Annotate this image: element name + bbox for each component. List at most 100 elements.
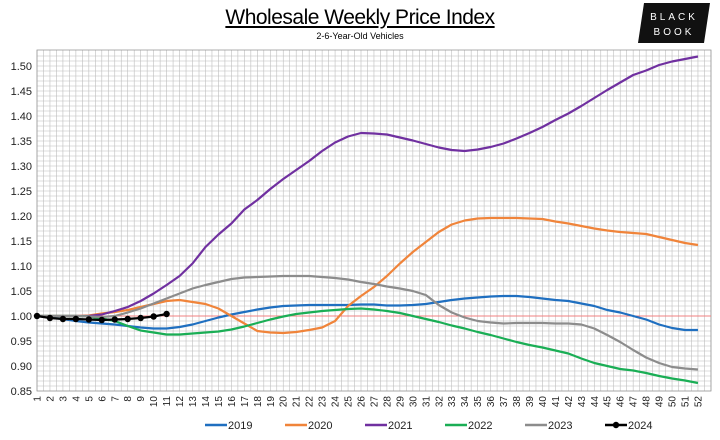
x-tick-label: 31: [421, 396, 432, 408]
x-tick-label: 35: [473, 396, 484, 408]
x-tick-label: 23: [318, 396, 329, 408]
x-tick-label: 8: [123, 396, 134, 402]
x-tick-label: 25: [344, 396, 355, 408]
x-tick-label: 32: [434, 396, 445, 408]
chart-title: Wholesale Weekly Price Index: [225, 6, 495, 29]
x-tick-label: 15: [214, 396, 225, 408]
x-tick-label: 30: [408, 396, 419, 408]
x-tick-label: 3: [58, 396, 69, 402]
data-point-2024: [33, 312, 41, 320]
legend-item-2020: 2020: [285, 420, 332, 432]
data-point-2024: [98, 316, 106, 324]
y-tick-label: 0.95: [11, 336, 32, 348]
legend-item-2022: 2022: [445, 420, 492, 432]
x-tick-label: 18: [253, 396, 264, 408]
y-tick-label: 1.05: [11, 286, 32, 298]
data-point-2024: [59, 315, 67, 323]
x-tick-label: 39: [525, 396, 536, 408]
x-tick-label: 29: [395, 396, 406, 408]
y-tick-label: 1.40: [11, 111, 32, 123]
x-tick-label: 17: [240, 396, 251, 408]
x-tick-label: 26: [357, 396, 368, 408]
x-tick-label: 10: [149, 396, 160, 408]
x-tick-label: 22: [305, 396, 316, 408]
series-line-2022: [37, 307, 699, 385]
x-tick-label: 36: [486, 396, 497, 408]
y-tick-label: 0.85: [11, 386, 32, 398]
legend-label: 2024: [628, 420, 652, 432]
legend-label: 2022: [468, 420, 492, 432]
x-tick-label: 24: [331, 396, 342, 408]
x-tick-label: 50: [668, 396, 679, 408]
legend-label: 2021: [388, 420, 412, 432]
x-tick-label: 44: [590, 396, 601, 408]
legend-label: 2020: [308, 420, 332, 432]
x-tick-label: 28: [382, 396, 393, 408]
x-tick-label: 38: [512, 396, 523, 408]
data-point-2024: [124, 315, 131, 323]
y-tick-label: 1.10: [11, 261, 32, 273]
x-tick-label: 33: [447, 396, 458, 408]
y-tick-label: 1.15: [11, 236, 32, 248]
black-book-logo: BLACK BOOK: [638, 3, 710, 43]
legend-item-2021: 2021: [365, 420, 412, 432]
logo-line-1: BLACK: [650, 12, 698, 23]
data-point-2024: [111, 316, 118, 323]
x-tick-label: 43: [577, 396, 588, 408]
x-tick-label: 46: [616, 396, 627, 408]
data-point-2024: [163, 310, 170, 318]
legend-label: 2019: [228, 420, 252, 432]
x-tick-label: 41: [551, 396, 562, 408]
plot-area: [36, 49, 712, 392]
x-tick-label: 42: [564, 396, 575, 408]
y-tick-label: 1.20: [11, 211, 32, 223]
x-tick-label: 40: [538, 396, 549, 408]
x-tick-label: 7: [110, 396, 121, 402]
y-tick-label: 1.25: [11, 186, 32, 198]
logo-line-2: BOOK: [654, 27, 695, 38]
legend-item-2024: 2024: [605, 420, 652, 432]
y-tick-label: 1.45: [11, 86, 32, 98]
x-tick-label: 52: [693, 396, 704, 408]
data-point-2024: [150, 313, 157, 320]
data-point-2024: [85, 316, 93, 323]
x-tick-label: 4: [71, 396, 82, 402]
x-tick-label: 27: [369, 396, 380, 408]
legend-label: 2023: [548, 420, 572, 432]
x-tick-label: 13: [188, 396, 199, 408]
series-line-2023: [37, 274, 699, 371]
x-tick-label: 9: [136, 396, 147, 402]
x-tick-label: 37: [499, 396, 510, 408]
y-tick-label: 1.50: [11, 61, 32, 73]
data-point-2024: [137, 314, 144, 322]
series-line-2019: [36, 294, 698, 332]
chart-subtitle: 2-6-Year-Old Vehicles: [316, 31, 404, 41]
x-tick-label: 14: [201, 396, 212, 408]
x-tick-label: 2: [45, 396, 56, 402]
x-tick-label: 16: [227, 396, 238, 408]
x-tick-label: 49: [655, 396, 666, 408]
x-tick-label: 12: [175, 396, 186, 408]
legend-item-2023: 2023: [525, 420, 572, 432]
x-tick-label: 34: [460, 396, 471, 408]
y-tick-label: 1.35: [11, 136, 32, 148]
x-tick-label: 48: [642, 396, 653, 408]
y-tick-label: 1.00: [11, 311, 32, 323]
series-line-2021: [37, 55, 699, 318]
x-tick-label: 20: [279, 396, 290, 408]
x-tick-label: 5: [84, 396, 95, 402]
x-tick-label: 47: [629, 396, 640, 408]
x-tick-label: 51: [681, 396, 692, 408]
x-tick-label: 11: [162, 396, 173, 407]
x-tick-label: 6: [97, 396, 108, 402]
legend-item-2019: 2019: [205, 420, 252, 432]
x-tick-label: 19: [266, 396, 277, 408]
x-tick-label: 45: [603, 396, 614, 408]
x-tick-label: 21: [292, 396, 303, 408]
x-tick-label: 1: [33, 396, 44, 402]
y-tick-label: 1.30: [11, 161, 32, 173]
legend-marker: [612, 421, 620, 429]
y-tick-label: 0.90: [11, 361, 32, 373]
